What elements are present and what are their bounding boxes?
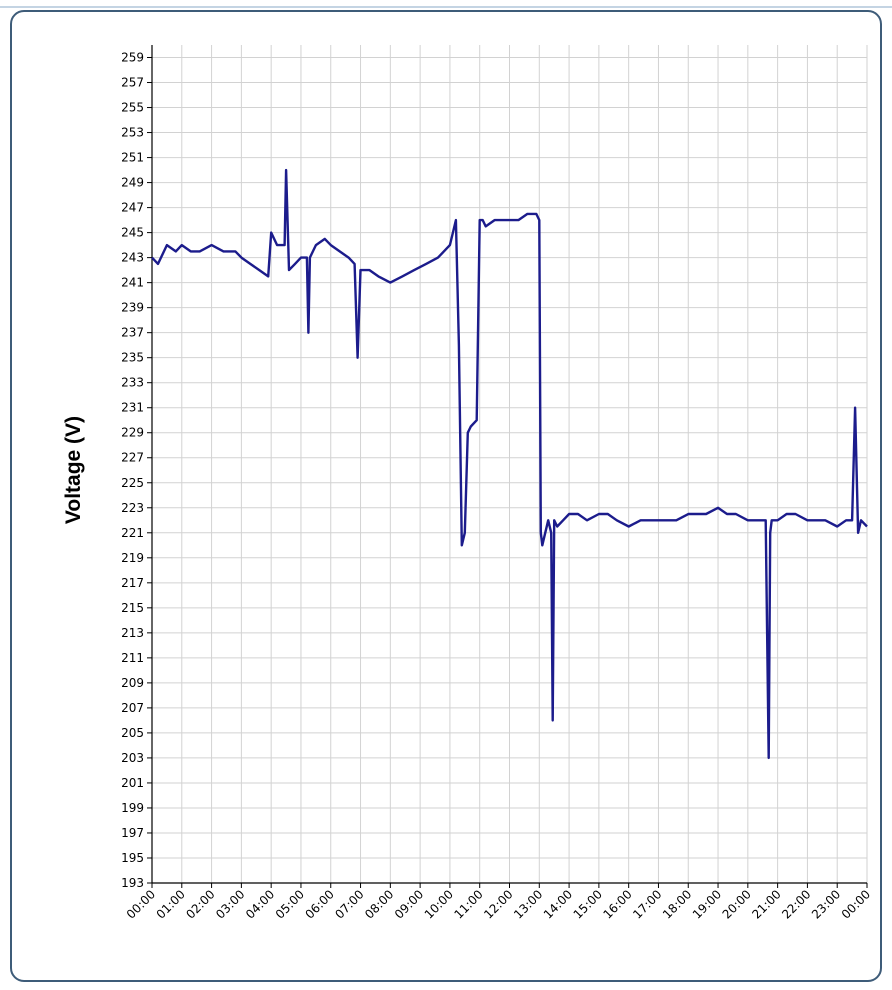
x-tick-label: 02:00 bbox=[183, 887, 217, 921]
x-tick-label: 01:00 bbox=[154, 887, 188, 921]
x-tick-label: 11:00 bbox=[451, 887, 485, 921]
x-tick-label: 00:00 bbox=[839, 887, 873, 921]
y-tick-labels: 193 195 197 199 201 203 205 207 209 211 213 215 217 2… bbox=[121, 51, 144, 890]
y-tick-label: 235 bbox=[121, 351, 144, 365]
x-tick-label: 08:00 bbox=[362, 887, 396, 921]
y-tick-label: 219 bbox=[121, 551, 144, 565]
y-tick-label: 223 bbox=[121, 501, 144, 515]
y-tick-label: 203 bbox=[121, 751, 144, 765]
y-tick-label: 209 bbox=[121, 676, 144, 690]
y-tick-label: 259 bbox=[121, 51, 144, 65]
x-tick-label: 23:00 bbox=[809, 887, 843, 921]
chart-panel bbox=[10, 10, 882, 982]
y-tick-label: 211 bbox=[121, 651, 144, 665]
series-layer bbox=[151, 168, 868, 760]
x-tick-label: 14:00 bbox=[541, 887, 575, 921]
x-tick-label: 10:00 bbox=[422, 887, 456, 921]
y-tick-label: 239 bbox=[121, 301, 144, 315]
x-tick-label: 15:00 bbox=[571, 887, 605, 921]
y-tick-label: 249 bbox=[121, 176, 144, 190]
x-tick-label: 03:00 bbox=[213, 887, 247, 921]
x-tick-label: 13:00 bbox=[511, 887, 545, 921]
y-tick-label: 205 bbox=[121, 726, 144, 740]
x-tick-label: 04:00 bbox=[243, 887, 277, 921]
x-tick-label: 19:00 bbox=[690, 887, 724, 921]
y-tick-label: 233 bbox=[121, 376, 144, 390]
y-tick-label: 213 bbox=[121, 626, 144, 640]
x-tick-label: 06:00 bbox=[303, 887, 337, 921]
y-tick-label: 229 bbox=[121, 426, 144, 440]
x-tick-label: 12:00 bbox=[481, 887, 515, 921]
x-tick-label: 16:00 bbox=[600, 887, 634, 921]
y-tick-label: 237 bbox=[121, 326, 144, 340]
voltage-series-line bbox=[151, 168, 868, 760]
x-tick-label: 09:00 bbox=[392, 887, 426, 921]
axes bbox=[147, 45, 868, 888]
x-tick-label: 00:00 bbox=[124, 887, 158, 921]
y-tick-label: 199 bbox=[121, 801, 144, 815]
y-tick-label: 243 bbox=[121, 251, 144, 265]
grid bbox=[151, 45, 868, 884]
y-axis-label: Voltage (V) bbox=[62, 416, 85, 524]
y-tick-label: 245 bbox=[121, 226, 144, 240]
x-tick-label: 17:00 bbox=[630, 887, 664, 921]
y-tick-label: 241 bbox=[121, 276, 144, 290]
y-tick-label: 247 bbox=[121, 201, 144, 215]
x-tick-label: 05:00 bbox=[273, 887, 307, 921]
window-top-border bbox=[0, 6, 892, 8]
y-tick-label: 251 bbox=[121, 151, 144, 165]
y-tick-label: 221 bbox=[121, 526, 144, 540]
y-tick-label: 225 bbox=[121, 476, 144, 490]
y-tick-label: 231 bbox=[121, 401, 144, 415]
y-tick-label: 201 bbox=[121, 776, 144, 790]
x-tick-label: 20:00 bbox=[720, 887, 754, 921]
y-tick-label: 207 bbox=[121, 701, 144, 715]
y-tick-label: 255 bbox=[121, 101, 144, 115]
x-tick-label: 07:00 bbox=[332, 887, 366, 921]
y-tick-label: 227 bbox=[121, 451, 144, 465]
y-tick-label: 197 bbox=[121, 826, 144, 840]
y-tick-label: 217 bbox=[121, 576, 144, 590]
x-tick-labels: 00:0001:0002:0003:0004:0005:0006:0007:00… bbox=[124, 887, 873, 921]
x-tick-label: 18:00 bbox=[660, 887, 694, 921]
y-tick-label: 257 bbox=[121, 76, 144, 90]
x-tick-label: 21:00 bbox=[749, 887, 783, 921]
y-tick-label: 195 bbox=[121, 851, 144, 865]
y-tick-label: 253 bbox=[121, 126, 144, 140]
y-tick-label: 215 bbox=[121, 601, 144, 615]
y-tick-label: 193 bbox=[121, 876, 144, 890]
x-tick-label: 22:00 bbox=[779, 887, 813, 921]
